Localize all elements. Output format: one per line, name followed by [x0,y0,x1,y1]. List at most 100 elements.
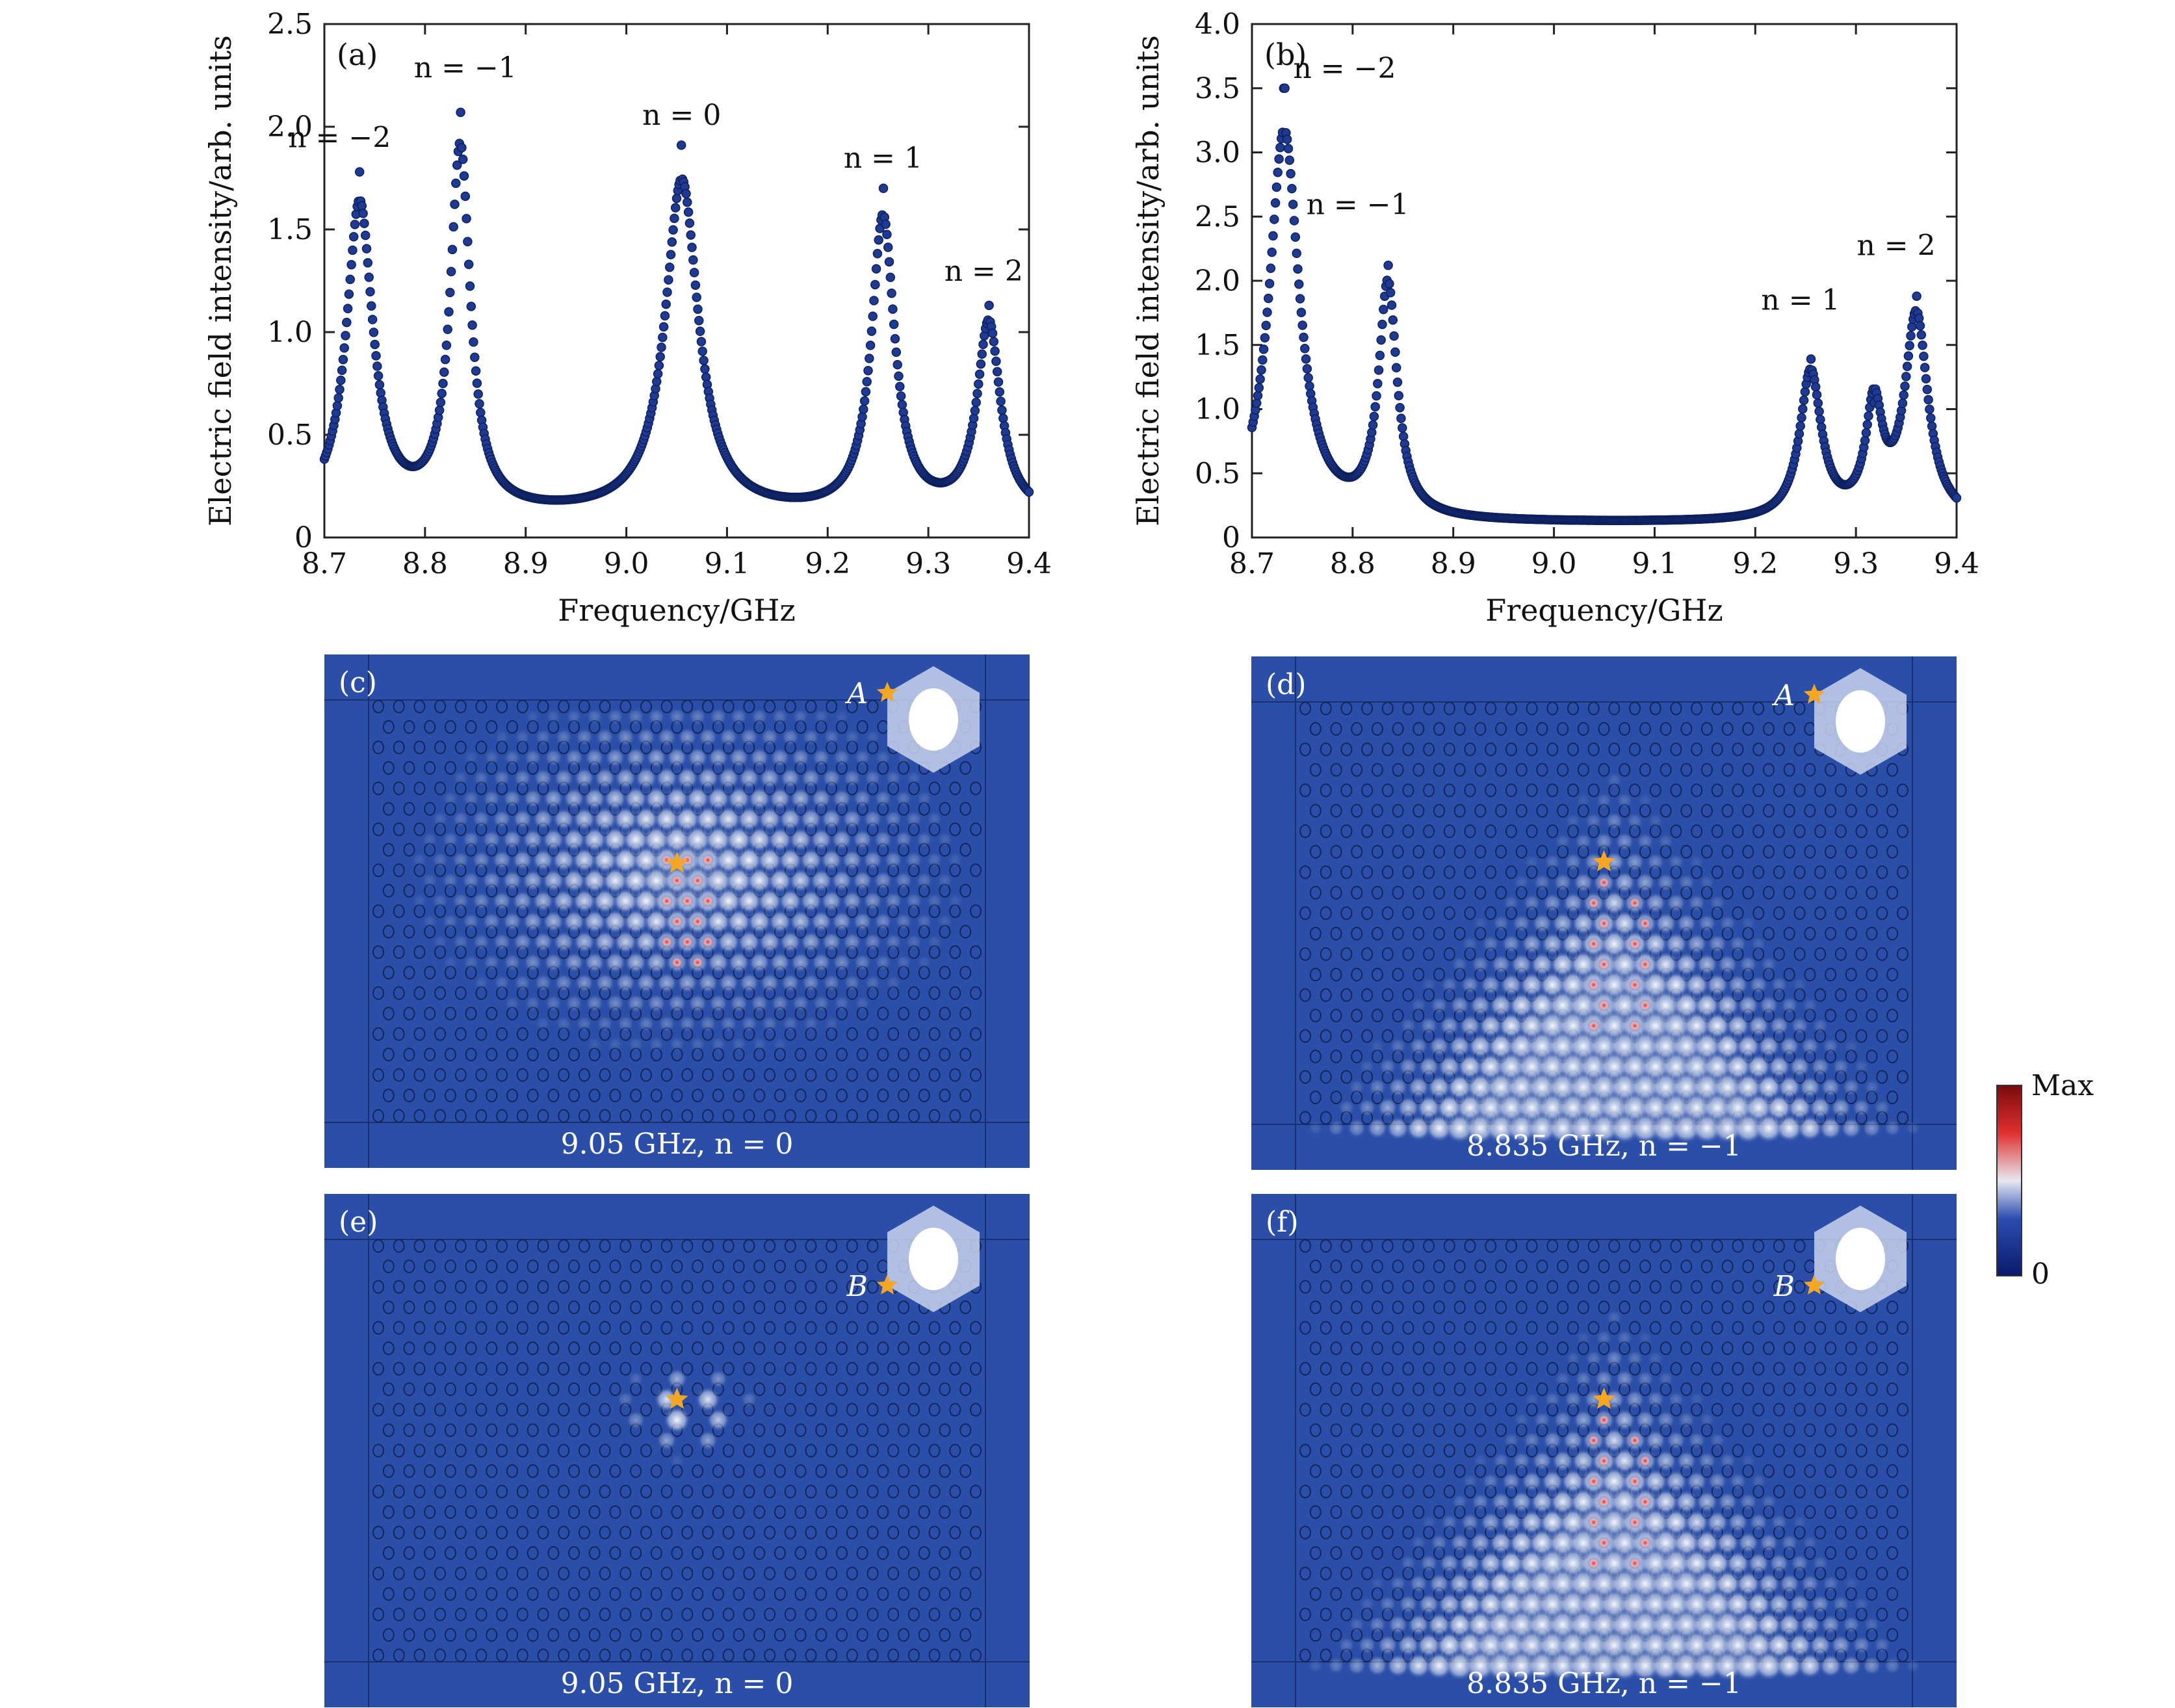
lattice-hole [393,740,405,755]
field-hotspot [1605,1349,1624,1368]
field-hotspot [1543,1430,1563,1451]
data-point [1810,382,1821,392]
field-hotspot [1430,996,1448,1015]
field-hotspot [697,1430,718,1451]
chart-b-peak-labels: n = −2n = −1n = 1n = 2 [1293,52,1935,317]
lattice-hole [424,761,436,775]
field-hotspot [1596,792,1612,809]
data-point [1283,144,1294,153]
field-hotspot [820,849,843,872]
field-hotspot [1409,1037,1428,1056]
field-hotspot [699,1015,717,1033]
field-hotspot [1678,1411,1695,1429]
lattice-hole [475,1068,488,1082]
data-point [1271,182,1282,192]
field-hotspot [1758,1533,1779,1553]
data-point [1260,333,1270,343]
field-hotspot [1666,1430,1686,1451]
lattice-hole [403,761,415,775]
x-tick-label: 9.0 [604,547,649,580]
field-peak [660,894,673,908]
data-point [857,412,867,422]
lattice-hole [907,1068,920,1082]
field-peak [1587,1516,1600,1529]
field-hotspot [864,770,881,787]
lattice-hole [794,1089,807,1102]
chart-b: 8.7 8.8 8.9 9.0 9.1 9.2 9.3 9.400.51.01.52.02.5… [1130,8,1979,628]
data-point [1391,363,1401,372]
field-hotspot [1802,998,1818,1013]
field-hotspot [1452,1494,1468,1510]
data-point [1816,415,1825,424]
lattice-hole [970,1027,982,1041]
field-hotspot [873,871,893,890]
field-hotspot [748,786,772,810]
field-peak [1628,1434,1641,1447]
data-point [1922,385,1933,395]
field-hotspot [1574,1370,1593,1388]
field-hotspot [452,934,469,950]
field-hotspot [926,851,943,868]
data-point [882,229,892,240]
lattice-hole [475,1027,488,1041]
chart-b-panel-label: (b) [1264,37,1307,72]
field-peak [1638,1454,1652,1468]
field-hotspot [853,789,872,809]
field-hotspot [792,994,809,1013]
field-hotspot [1799,1613,1821,1636]
x-tick-label: 9.1 [1632,547,1677,580]
field-hotspot [513,769,532,788]
lattice-hole [486,1007,498,1020]
field-hotspot [1400,1555,1416,1572]
data-point [1300,344,1310,354]
field-hotspot [587,1037,602,1052]
peak-label: n = −1 [1307,188,1409,221]
lattice-hole [403,1007,415,1020]
field-hotspot [503,953,521,972]
data-point [696,337,707,346]
field-hotspot [616,727,635,747]
y-tick-label: 2.0 [1195,265,1240,298]
data-point [1280,83,1290,94]
field-hotspot [512,849,533,871]
data-point [1266,263,1276,273]
lattice-hole [970,781,982,796]
data-point [664,275,673,285]
field-hotspot [463,750,478,766]
field-hotspot [1418,1055,1440,1078]
field-hotspot [647,994,666,1013]
lattice-hole [382,720,395,734]
data-point [699,356,709,365]
field-hotspot [1400,1018,1416,1034]
field-hotspot [778,888,803,914]
lattice-hole [424,802,436,816]
data-point [668,225,678,235]
field-hotspot [583,787,606,810]
data-point [692,292,701,302]
field-hotspot [1440,1514,1458,1531]
field-hotspot [1338,1637,1355,1653]
field-hotspot [525,995,541,1012]
field-hotspot [1658,833,1674,849]
data-point [689,268,699,278]
lattice-hole [444,1007,456,1020]
field-hotspot [1843,1576,1858,1591]
lattice-hole [970,1109,982,1123]
data-point [1370,402,1380,412]
data-point [861,387,871,397]
field-hotspot [820,808,842,830]
field-peak [691,914,705,928]
data-point [884,257,894,267]
field-hotspot [874,912,892,931]
field-hotspot [1648,813,1663,829]
field-hotspot [523,788,543,809]
data-point [1255,374,1265,384]
lattice-hole [454,1109,467,1123]
data-point [686,230,696,240]
lattice-hole [949,781,961,796]
field-hotspot [645,747,667,768]
field-hotspot [1461,1512,1479,1532]
data-point [1901,372,1911,382]
y-tick-label: 3.0 [1195,136,1240,170]
lattice-hole [722,1109,735,1123]
